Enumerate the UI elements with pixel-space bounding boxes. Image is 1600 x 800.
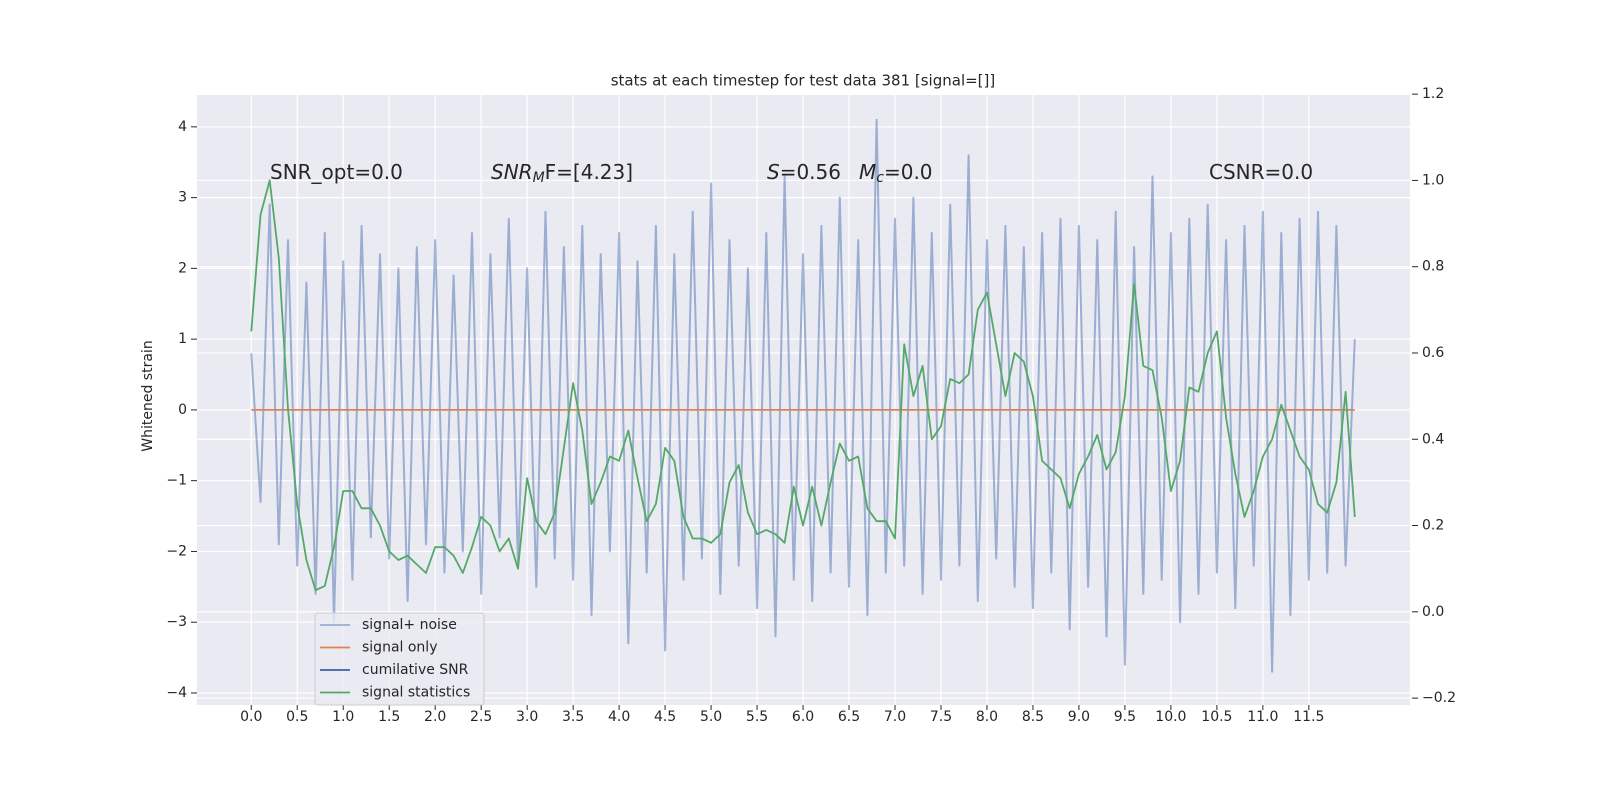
x-tick-label: 7.0 [884,709,906,725]
y-tick-label: −1 [166,473,187,489]
x-tick-label: 8.5 [1022,709,1044,725]
x-tick-label: 6.5 [838,709,860,725]
x-tick-label: 0.0 [240,709,262,725]
annotation: S=0.56 [767,160,841,184]
series-line [250,179,1356,592]
annotation: SNR_opt=0.0 [270,160,403,184]
x-tick-label: 10.0 [1155,709,1186,725]
y-tick-label: −2 [166,543,187,559]
x-tick-label: 9.5 [1114,709,1136,725]
annotation-part: =0.56 [780,160,841,184]
y-axis-label: Whitened strain [140,340,156,451]
legend-box [314,612,485,706]
annotation-part: SNR_opt=0.0 [270,160,403,184]
grid [197,93,1410,705]
annotation-part: F=[4.23] [545,160,633,184]
annotation: CSNR=0.0 [1209,160,1313,184]
annotation-part: CSNR=0.0 [1209,160,1313,184]
x-tick-label: 10.5 [1201,709,1232,725]
legend-label: signal statistics [362,685,470,701]
lines [250,118,1356,673]
x-tick-label: 11.5 [1293,709,1324,725]
x-tick-label: 8.0 [976,709,998,725]
annotation-part: SNR [491,160,533,184]
annotation-part: S [767,160,780,184]
x-tick-label: 9.0 [1068,709,1090,725]
x-tick-label: 1.0 [332,709,354,725]
x-tick-label: 5.0 [700,709,722,725]
annotation-part: c [876,170,884,186]
annotation-part: M [859,160,876,184]
y2-tick-label: 0.0 [1422,604,1444,620]
annotation-part: =0.0 [884,160,933,184]
x-tick-label: 3.5 [562,709,584,725]
legend-label: signal only [362,640,437,656]
x-tick-label: 7.5 [930,709,952,725]
x-tick-label: 5.5 [746,709,768,725]
legend: signal+ noise signal only cumilative SNR si… [314,612,485,706]
y-tick-label: 1 [178,331,187,347]
annotation-part: M [533,170,545,186]
series-line [250,118,1356,673]
y2-tick-label: 1.0 [1422,172,1444,188]
annotation: Mc=0.0 [859,160,933,187]
x-tick-label: 2.5 [470,709,492,725]
y-tick-label: 4 [178,119,187,135]
y-tick-label: 3 [178,190,187,206]
x-tick-label: 2.0 [424,709,446,725]
y-tick-label: 0 [178,402,187,418]
x-tick-label: 4.0 [608,709,630,725]
x-tick-label: 1.5 [378,709,400,725]
legend-label: cumilative SNR [362,662,469,678]
x-tick-label: 6.0 [792,709,814,725]
y2-tick-label: 0.2 [1422,518,1444,534]
y-tick-label: −3 [166,614,187,630]
y2-tick-label: 0.8 [1422,259,1444,275]
x-tick-label: 3.0 [516,709,538,725]
y-tick-label: 2 [178,260,187,276]
legend-label: signal+ noise [362,617,457,633]
x-tick-label: 0.5 [286,709,308,725]
y2-tick-label: 1.2 [1422,86,1444,102]
y2-tick-label: 0.4 [1422,431,1444,447]
x-tick-label: 11.0 [1247,709,1278,725]
axes: 0.0 0.5 1.0 1.5 2.0 2.5 3.0 3.5 4.0 4.5 5.0 5.5 6.0 6… [166,86,1456,725]
annotation: SNRMF=[4.23] [491,160,633,187]
y2-tick-label: 0.6 [1422,345,1444,361]
x-tick-label: 4.5 [654,709,676,725]
y2-tick-label: −0.2 [1422,690,1456,706]
y-tick-label: −4 [166,685,187,701]
chart-title: stats at each timestep for test data 381… [611,72,996,90]
